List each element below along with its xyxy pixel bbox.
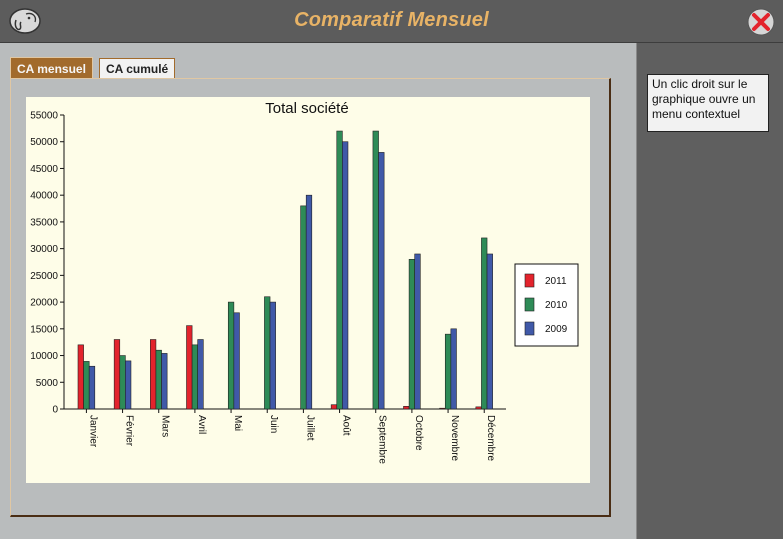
tab-ca-cumule[interactable]: CA cumulé [99, 58, 176, 79]
x-tick-label: Juin [268, 415, 279, 433]
bar-2010-avril [191, 344, 199, 410]
legend-label-2010: 2010 [545, 300, 568, 311]
bar-2011-décembre [475, 406, 482, 410]
y-tick-label: 0 [52, 405, 58, 416]
y-tick-label: 20000 [30, 298, 58, 309]
x-tick-label: Août [341, 415, 352, 436]
y-tick-label: 35000 [30, 217, 58, 228]
bar-2011-novembre [439, 407, 446, 410]
legend-swatch-2009 [524, 321, 535, 336]
bar-2010-mars [155, 349, 162, 410]
bar-2009-juin [269, 301, 276, 410]
help-note: Un clic droit sur le graphique ouvre un … [647, 74, 769, 132]
bar-2009-février [125, 360, 132, 410]
bar-2009-janvier [88, 365, 96, 410]
bar-2010-octobre [408, 259, 416, 410]
x-tick-label: Juillet [304, 415, 315, 441]
monthly-revenue-chart[interactable]: Total société 0 5000 10000 15000 20000 25000 30… [26, 97, 590, 483]
bar-2009-octobre [414, 253, 421, 410]
bar-2011-janvier [77, 344, 84, 410]
y-tick-label: 10000 [30, 351, 58, 362]
y-tick-label: 25000 [30, 271, 58, 282]
y-tick-label: 45000 [30, 164, 58, 175]
x-tick-label: Mars [160, 415, 171, 437]
y-tick-label: 55000 [30, 111, 58, 122]
bar-2009-septembre [378, 152, 385, 410]
x-tick-label: Octobre [413, 415, 424, 451]
chart-title: Total société [265, 100, 348, 117]
window-title: Comparatif Mensuel [294, 9, 489, 31]
bar-2010-février [119, 355, 126, 410]
y-tick-label: 15000 [30, 324, 58, 335]
bar-2010-juin [264, 296, 271, 410]
bar-2010-août [336, 130, 343, 410]
bar-2010-décembre [481, 237, 488, 410]
legend-swatch-2011 [524, 273, 535, 288]
bar-2009-novembre [450, 328, 457, 410]
legend-label-2011: 2011 [545, 276, 567, 287]
close-icon[interactable] [745, 6, 777, 38]
bar-2010-septembre [372, 130, 379, 410]
bar-2009-mai [233, 312, 240, 410]
x-tick-label: Décembre [485, 415, 496, 462]
elephant-logo-icon [9, 8, 41, 34]
x-tick-label: Septembre [377, 415, 388, 464]
bar-2010-janvier [83, 361, 90, 410]
main-panel: CA mensuel CA cumulé Total société 0 5000 1… [0, 43, 637, 539]
x-tick-label: Novembre [449, 415, 460, 462]
legend-swatch-2010 [524, 297, 535, 312]
bar-2010-mai [227, 301, 235, 410]
title-bar: Comparatif Mensuel [0, 0, 783, 43]
y-tick-label: 5000 [36, 378, 59, 389]
bar-2010-novembre [444, 333, 452, 410]
bar-2009-mars [161, 353, 168, 410]
tab-content-frame: Total société 0 5000 10000 15000 20000 25000 30… [10, 78, 611, 517]
side-panel: Un clic droit sur le graphique ouvre un … [637, 43, 783, 539]
bar-2009-juillet [305, 194, 313, 410]
chart-area[interactable]: Total société 0 5000 10000 15000 20000 25000 30… [26, 97, 590, 483]
bar-2009-août [342, 141, 349, 410]
x-tick-label: Janvier [87, 415, 98, 448]
bar-2011-août [330, 404, 338, 410]
bar-2011-avril [186, 325, 193, 410]
bar-2010-juillet [300, 205, 307, 410]
bar-2011-octobre [403, 406, 410, 410]
x-tick-label: Avril [196, 415, 207, 434]
y-tick-label: 50000 [30, 137, 58, 148]
bar-2011-février [113, 339, 121, 410]
x-tick-label: Mai [232, 415, 243, 431]
y-tick-label: 30000 [30, 244, 58, 255]
bar-2009-décembre [486, 253, 493, 410]
y-tick-label: 40000 [30, 191, 58, 202]
bar-2011-mars [150, 339, 157, 410]
bar-2009-avril [197, 339, 204, 410]
tab-ca-mensuel[interactable]: CA mensuel [10, 57, 93, 80]
x-tick-label: Février [124, 415, 135, 447]
legend-label-2009: 2009 [545, 324, 568, 335]
